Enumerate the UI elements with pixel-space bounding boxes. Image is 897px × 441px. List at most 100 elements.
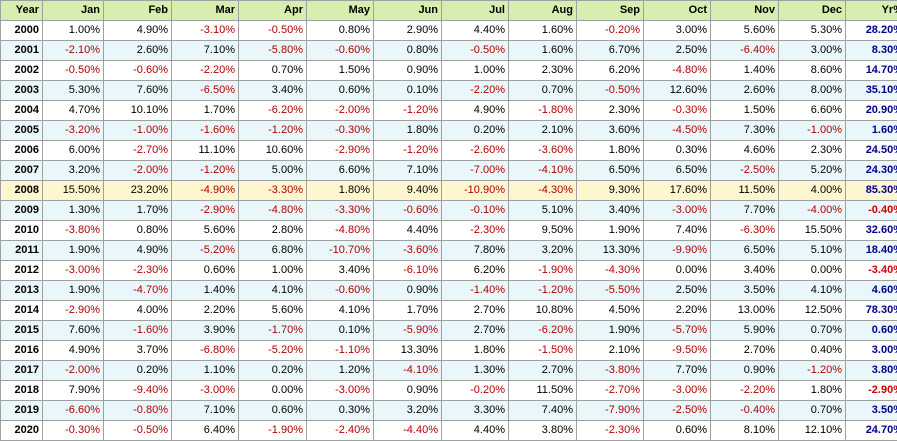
month-return-cell: -2.50% xyxy=(710,160,779,181)
month-return-cell: 7.10% xyxy=(171,40,239,61)
month-return-cell: 3.60% xyxy=(576,120,644,141)
month-return-cell: -3.00% xyxy=(306,380,374,401)
month-return-cell: -5.80% xyxy=(238,40,307,61)
month-return-cell: -0.60% xyxy=(306,280,374,301)
month-return-cell: 0.70% xyxy=(508,80,577,101)
month-return-cell: -6.20% xyxy=(238,100,307,121)
month-return-cell: 7.80% xyxy=(441,240,509,261)
month-return-cell: 1.80% xyxy=(441,340,509,361)
month-return-cell: -3.30% xyxy=(238,180,307,201)
table-row: 2016 4.90% 3.70% -6.80% -5.20% -1.10% 13.30% 1.… xyxy=(0,340,897,361)
year-total-cell: 1.60% xyxy=(845,120,897,141)
year-cell: 2005 xyxy=(0,120,43,141)
month-return-cell: 7.70% xyxy=(643,360,711,381)
month-return-cell: -0.60% xyxy=(103,60,172,81)
month-return-cell: 4.10% xyxy=(238,280,307,301)
column-header-jul: Jul xyxy=(441,0,509,21)
year-cell: 2007 xyxy=(0,160,43,181)
month-return-cell: 15.50% xyxy=(42,180,104,201)
column-header-year: Year xyxy=(0,0,43,21)
year-cell: 2020 xyxy=(0,420,43,441)
month-return-cell: 1.70% xyxy=(373,300,442,321)
column-header-feb: Feb xyxy=(103,0,172,21)
month-return-cell: 5.10% xyxy=(778,240,846,261)
month-return-cell: 6.60% xyxy=(778,100,846,121)
month-return-cell: 8.00% xyxy=(778,80,846,101)
month-return-cell: -6.40% xyxy=(710,40,779,61)
month-return-cell: 6.50% xyxy=(643,160,711,181)
month-return-cell: 1.30% xyxy=(441,360,509,381)
year-cell: 2003 xyxy=(0,80,43,101)
month-return-cell: 7.70% xyxy=(710,200,779,221)
year-cell: 2019 xyxy=(0,400,43,421)
table-row: 2020 -0.30% -0.50% 6.40% -1.90% -2.40% -4.40% 4… xyxy=(0,420,897,441)
month-return-cell: -6.30% xyxy=(710,220,779,241)
month-return-cell: 3.40% xyxy=(710,260,779,281)
year-total-cell: 78.30% xyxy=(845,300,897,321)
month-return-cell: -6.20% xyxy=(508,320,577,341)
month-return-cell: 4.60% xyxy=(710,140,779,161)
month-return-cell: -3.10% xyxy=(171,20,239,41)
month-return-cell: 7.40% xyxy=(508,400,577,421)
month-return-cell: -1.10% xyxy=(306,340,374,361)
month-return-cell: -0.30% xyxy=(42,420,104,441)
month-return-cell: -3.60% xyxy=(373,240,442,261)
month-return-cell: 0.80% xyxy=(306,20,374,41)
month-return-cell: 0.60% xyxy=(171,260,239,281)
month-return-cell: 2.70% xyxy=(441,320,509,341)
month-return-cell: 3.80% xyxy=(508,420,577,441)
year-cell: 2006 xyxy=(0,140,43,161)
month-return-cell: 0.40% xyxy=(778,340,846,361)
month-return-cell: -10.70% xyxy=(306,240,374,261)
year-cell: 2018 xyxy=(0,380,43,401)
year-total-cell: 24.30% xyxy=(845,160,897,181)
table-row: 2012 -3.00% -2.30% 0.60% 1.00% 3.40% -6.10% 6.2… xyxy=(0,260,897,281)
year-cell: 2012 xyxy=(0,260,43,281)
month-return-cell: -5.70% xyxy=(643,320,711,341)
table-row: 2018 7.90% -9.40% -3.00% 0.00% -3.00% 0.90% -0.… xyxy=(0,380,897,401)
year-total-cell: 3.00% xyxy=(845,340,897,361)
month-return-cell: 5.10% xyxy=(508,200,577,221)
month-return-cell: -9.50% xyxy=(643,340,711,361)
month-return-cell: -0.50% xyxy=(238,20,307,41)
month-return-cell: -2.30% xyxy=(103,260,172,281)
month-return-cell: 17.60% xyxy=(643,180,711,201)
month-return-cell: 8.10% xyxy=(710,420,779,441)
month-return-cell: -4.10% xyxy=(373,360,442,381)
month-return-cell: 0.00% xyxy=(238,380,307,401)
month-return-cell: -5.90% xyxy=(373,320,442,341)
table-row: 2008 15.50% 23.20% -4.90% -3.30% 1.80% 9.40% -1… xyxy=(0,180,897,201)
year-cell: 2009 xyxy=(0,200,43,221)
month-return-cell: 0.10% xyxy=(306,320,374,341)
year-total-cell: 28.20% xyxy=(845,20,897,41)
month-return-cell: 23.20% xyxy=(103,180,172,201)
month-return-cell: -2.90% xyxy=(171,200,239,221)
month-return-cell: -0.60% xyxy=(306,40,374,61)
month-return-cell: 7.30% xyxy=(710,120,779,141)
month-return-cell: -6.80% xyxy=(171,340,239,361)
year-total-cell: 35.10% xyxy=(845,80,897,101)
month-return-cell: 12.60% xyxy=(643,80,711,101)
month-return-cell: 4.10% xyxy=(306,300,374,321)
month-return-cell: 1.80% xyxy=(576,140,644,161)
month-return-cell: -9.40% xyxy=(103,380,172,401)
month-return-cell: 2.70% xyxy=(441,300,509,321)
month-return-cell: -4.00% xyxy=(778,200,846,221)
year-total-cell: 24.70% xyxy=(845,420,897,441)
month-return-cell: 4.70% xyxy=(42,100,104,121)
month-return-cell: -6.60% xyxy=(42,400,104,421)
month-return-cell: 2.30% xyxy=(778,140,846,161)
month-return-cell: -2.10% xyxy=(42,40,104,61)
month-return-cell: -4.50% xyxy=(643,120,711,141)
table-row: 2003 5.30% 7.60% -6.50% 3.40% 0.60% 0.10% -2.20… xyxy=(0,80,897,101)
month-return-cell: -4.90% xyxy=(171,180,239,201)
month-return-cell: -0.60% xyxy=(373,200,442,221)
month-return-cell: 4.10% xyxy=(778,280,846,301)
month-return-cell: -0.10% xyxy=(441,200,509,221)
month-return-cell: 4.40% xyxy=(441,20,509,41)
month-return-cell: 6.80% xyxy=(238,240,307,261)
year-total-cell: 14.70% xyxy=(845,60,897,81)
month-return-cell: -2.20% xyxy=(441,80,509,101)
table-row: 2010 -3.80% 0.80% 5.60% 2.80% -4.80% 4.40% -2.3… xyxy=(0,220,897,241)
